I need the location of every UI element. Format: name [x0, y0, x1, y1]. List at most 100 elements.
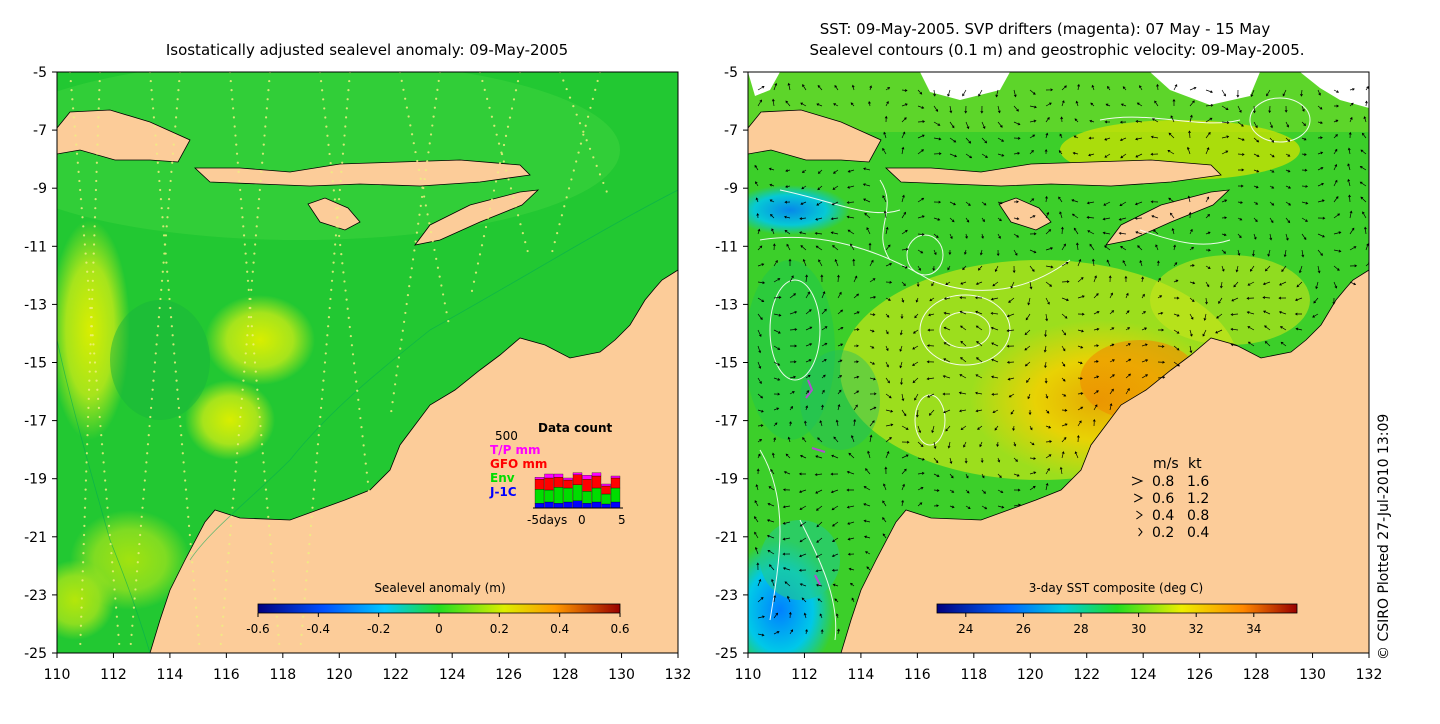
left-xtick-label: 122 [382, 667, 409, 683]
data-count-bar-segment [534, 489, 545, 504]
data-count-bar-segment [610, 475, 621, 479]
sst-chart: SST: 09-May-2005. SVP drifters (magenta)… [715, 20, 1382, 683]
data-count-legend-entry: T/P mm [490, 443, 541, 457]
colorbar-tick-label: 0 [435, 622, 443, 636]
data-count-bar-segment [572, 484, 583, 501]
data-count-xlabel-mid: 0 [578, 513, 586, 527]
right-axes: 110 112 114 116 118 120 122 124 126 128 130 132 -5 -7… [715, 65, 1382, 683]
data-count-bar-segment [544, 473, 554, 479]
left-xtick-label: 114 [157, 667, 184, 683]
data-count-bar-segment [534, 479, 545, 490]
velocity-legend-kt: 0.4 [1187, 525, 1209, 541]
right-ytick-label: -5 [724, 65, 738, 81]
velocity-legend-ms: 0.2 [1152, 525, 1174, 541]
left-xtick-label: 118 [269, 667, 296, 683]
data-count-bar-segment [601, 503, 611, 509]
left-ytick-label: -11 [24, 239, 47, 255]
data-count-bar-segment [601, 483, 611, 487]
sealevel-anomaly-chart: Isostatically adjusted sealevel anomaly:… [24, 41, 692, 683]
sla-colorbar-ticks: -0.6 -0.4 -0.2 0 0.2 0.4 0.6 [246, 613, 630, 636]
satellite-track-points [68, 72, 608, 646]
data-count-bar-segment [582, 491, 592, 504]
sst-colorbar-label: 3-day SST composite (deg C) [1029, 581, 1203, 595]
right-ytick-label: -7 [724, 123, 738, 139]
right-xtick-label: 128 [1243, 667, 1270, 683]
data-count-ymax: 500 [495, 429, 518, 443]
right-xtick-label: 112 [791, 667, 818, 683]
data-count-bar-segment [591, 487, 602, 503]
left-xtick-label: 126 [495, 667, 522, 683]
velocity-legend-arrow [1138, 527, 1143, 537]
velocity-legend-kt: 1.6 [1187, 474, 1209, 490]
right-ytick-label: -21 [715, 530, 738, 546]
data-count-bar-segment [591, 475, 602, 489]
colorbar-tick-label: 34 [1246, 622, 1261, 636]
data-count-bar-segment [553, 477, 564, 488]
left-ytick-label: -21 [24, 530, 47, 546]
sst-colorbar [936, 603, 1298, 614]
data-count-bar-segment [553, 487, 564, 504]
right-ytick-label: -11 [715, 239, 738, 255]
colorbar-tick-label: -0.4 [307, 622, 330, 636]
left-xtick-label: 130 [608, 667, 635, 683]
velocity-legend: m/s kt 0.8 1.60.6 1.20.4 0.80.2 0.4 [1131, 456, 1209, 541]
right-xtick-label: 114 [848, 667, 875, 683]
left-xtick-label: 128 [552, 667, 579, 683]
right-ytick-label: -23 [715, 588, 738, 604]
data-count-bar-segment [534, 477, 545, 480]
data-count-bar-segment [582, 479, 592, 492]
colorbar-tick-label: 0.4 [550, 622, 569, 636]
left-xtick-label: 124 [439, 667, 466, 683]
colorbar-tick-label: -0.6 [246, 622, 269, 636]
data-count-bar-segment [563, 477, 573, 481]
velocity-legend-arrow [1133, 493, 1144, 503]
data-count-bar-segment [544, 477, 554, 491]
right-ytick-label: -13 [715, 297, 738, 313]
velocity-legend-ms: 0.4 [1152, 508, 1174, 524]
right-xtick-label: 130 [1299, 667, 1326, 683]
left-ytick-label: -19 [24, 472, 47, 488]
left-xtick-label: 116 [213, 667, 240, 683]
credit-text: © CSIRO Plotted 27-Jul-2010 13:09 [1376, 414, 1392, 660]
left-ytick-label: -15 [24, 356, 47, 372]
velocity-legend-ms: 0.8 [1152, 474, 1174, 490]
right-ytick-label: -25 [715, 646, 738, 662]
right-xtick-label: 116 [904, 667, 931, 683]
data-count-bar-segment [582, 503, 592, 509]
sla-colorbar [257, 603, 621, 614]
sla-colorbar-label: Sealevel anomaly (m) [374, 581, 505, 595]
data-count-legend-entry: Env [490, 471, 515, 485]
right-xtick-label: 118 [960, 667, 987, 683]
data-count-bar-segment [572, 474, 583, 485]
velocity-legend-arrow [1131, 476, 1144, 486]
data-count-bar-segment [544, 489, 554, 503]
velocity-header-ms: m/s [1153, 456, 1179, 472]
velocity-legend-kt: 1.2 [1187, 491, 1209, 507]
data-count-bar-segment [591, 501, 602, 509]
left-ytick-label: -7 [33, 123, 47, 139]
left-ytick-label: -25 [24, 646, 47, 662]
colorbar-tick-label: 32 [1189, 622, 1204, 636]
left-ytick-label: -9 [33, 181, 47, 197]
data-count-bar-segment [572, 472, 583, 475]
data-count-bar-segment [601, 485, 611, 495]
data-count-bar-segment [553, 473, 564, 478]
left-ytick-label: -13 [24, 297, 47, 313]
left-chart-title: Isostatically adjusted sealevel anomaly:… [166, 41, 568, 59]
data-count-bar-segment [563, 501, 573, 509]
colorbar-tick-label: 30 [1131, 622, 1146, 636]
left-xtick-label: 132 [665, 667, 692, 683]
data-count-bar-segment [610, 501, 621, 509]
velocity-header-kt: kt [1188, 456, 1202, 472]
geostrophic-velocity-arrows [754, 82, 1369, 637]
colorbar-tick-label: -0.2 [367, 622, 390, 636]
left-xtick-label: 110 [44, 667, 71, 683]
data-count-legend-entry: GFO mm [490, 457, 547, 471]
right-chart-title-line2: Sealevel contours (0.1 m) and geostrophi… [809, 41, 1304, 59]
colorbar-tick-label: 0.6 [610, 622, 629, 636]
right-ytick-label: -17 [715, 414, 738, 430]
velocity-legend-kt: 0.8 [1187, 508, 1209, 524]
right-xtick-label: 124 [1130, 667, 1157, 683]
left-ytick-label: -17 [24, 414, 47, 430]
